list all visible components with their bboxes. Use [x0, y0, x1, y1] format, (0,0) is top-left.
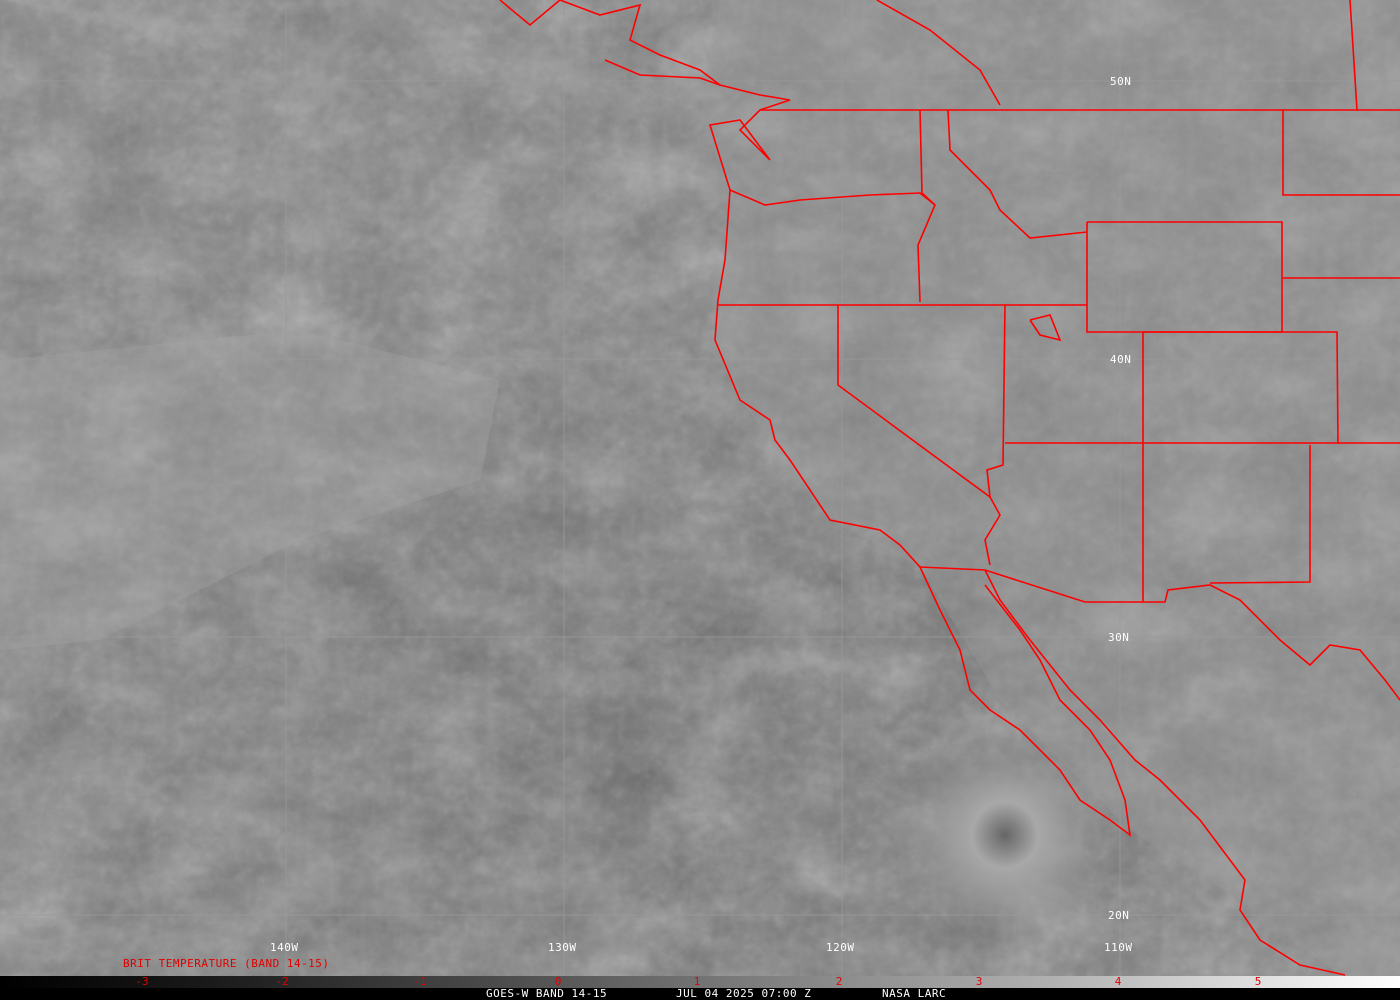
lon-label-140w: 140W [270, 941, 299, 954]
product-title: BRIT TEMPERATURE (BAND 14-15) [123, 957, 330, 970]
colorbar-tick: 2 [835, 975, 843, 988]
colorbar-tick: 5 [1254, 975, 1262, 988]
footer-datetime: JUL 04 2025 07:00 Z [676, 987, 812, 1000]
footer-satellite: GOES-W BAND 14-15 [486, 987, 608, 1000]
colorbar-tick: 4 [1114, 975, 1122, 988]
colorbar-tick: -1 [413, 975, 427, 988]
political-borders [499, 0, 1400, 976]
colorbar-tick: -3 [135, 975, 149, 988]
graticule [0, 0, 1400, 976]
lat-label-40n: 40N [1110, 353, 1132, 366]
colorbar [0, 976, 1400, 988]
lat-label-50n: 50N [1110, 75, 1132, 88]
colorbar-tick: 0 [554, 975, 562, 988]
colorbar-tick: 3 [975, 975, 983, 988]
lat-label-30n: 30N [1108, 631, 1130, 644]
lon-label-120w: 120W [826, 941, 855, 954]
colorbar-tick: 1 [693, 975, 701, 988]
footer-source: NASA LARC [882, 987, 947, 1000]
lon-label-130w: 130W [548, 941, 577, 954]
satellite-imagery [0, 0, 1400, 976]
lon-label-110w: 110W [1104, 941, 1133, 954]
colorbar-tick: -2 [275, 975, 289, 988]
footer-bar [0, 988, 1400, 1000]
lat-label-20n: 20N [1108, 909, 1130, 922]
